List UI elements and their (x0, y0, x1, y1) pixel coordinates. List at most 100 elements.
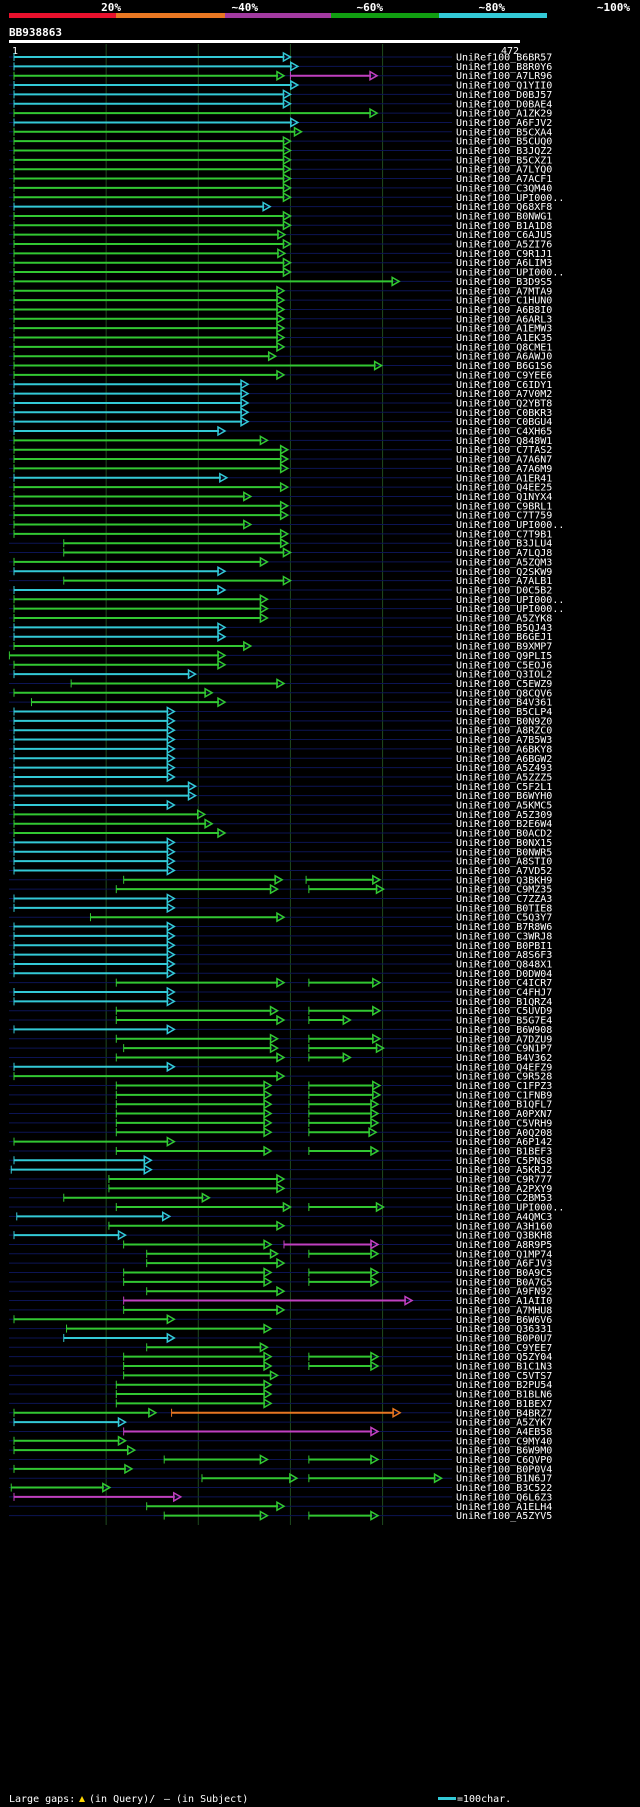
hit-label[interactable]: UniRef100_C0BGU4 (456, 417, 552, 428)
hit-row[interactable]: UniRef100_Q8CQV6 (9, 687, 552, 699)
hit-row[interactable]: UniRef100_B5QJ43 (9, 622, 552, 634)
hit-label[interactable]: UniRef100_D0DW04 (456, 969, 552, 980)
hit-label[interactable]: UniRef100_Q1NYX4 (456, 492, 552, 503)
hit-row[interactable]: UniRef100_B0P0V4 (9, 1463, 552, 1475)
hit-row[interactable]: UniRef100_A9FN92 (9, 1285, 552, 1298)
hit-label[interactable]: UniRef100_B1N6J7 (456, 1474, 552, 1485)
hit-row[interactable]: UniRef100_C9YEE6 (9, 369, 552, 381)
hit-row[interactable]: UniRef100_A6AWJ0 (9, 350, 552, 363)
hit-label[interactable]: UniRef100_B0PBI1 (456, 941, 552, 952)
hit-row[interactable]: UniRef100_B6BR57 (9, 51, 552, 64)
hit-label[interactable]: UniRef100_A0PXN7 (456, 1109, 552, 1120)
hit-row[interactable]: UniRef100_B3JLU4 (9, 537, 552, 550)
hit-row[interactable]: UniRef100_C9N1P7 (9, 1042, 552, 1055)
hit-label[interactable]: UniRef100_A1ER41 (456, 473, 552, 484)
hit-row[interactable]: UniRef100_Q4EE25 (9, 481, 552, 494)
hit-row[interactable]: UniRef100_A7MTA9 (9, 285, 552, 297)
hit-row[interactable]: UniRef100_C9R1J1 (9, 248, 552, 260)
hit-label[interactable]: UniRef100_UPI000.. (456, 193, 564, 204)
hit-label[interactable]: UniRef100_A7ACF1 (456, 174, 552, 185)
hit-label[interactable]: UniRef100_C9MZ35 (456, 885, 552, 896)
hit-row[interactable]: UniRef100_D0BAE4 (9, 98, 552, 110)
hit-row[interactable]: UniRef100_A6BGW2 (9, 752, 552, 765)
hit-row[interactable]: UniRef100_C1FNB9 (9, 1089, 552, 1101)
hit-row[interactable]: UniRef100_B1C1N3 (9, 1360, 552, 1373)
hit-row[interactable]: UniRef100_B0NWR5 (9, 846, 552, 858)
hit-row[interactable]: UniRef100_A8R9P5 (9, 1239, 552, 1251)
hit-label[interactable]: UniRef100_B5CLP4 (456, 707, 552, 718)
hit-label[interactable]: UniRef100_B1QRZ4 (456, 997, 552, 1008)
hit-label[interactable]: UniRef100_A5ZYK7 (456, 1418, 552, 1429)
hit-label[interactable]: UniRef100_A5KRJ2 (456, 1165, 552, 1176)
hit-row[interactable]: UniRef100_B1N6J7 (9, 1472, 552, 1485)
hit-row[interactable]: UniRef100_A5ZZZ5 (9, 771, 552, 783)
hit-row[interactable]: UniRef100_A7MHU8 (9, 1304, 552, 1316)
hit-label[interactable]: UniRef100_A7LR96 (456, 71, 552, 82)
hit-row[interactable]: UniRef100_Q4EFZ9 (9, 1061, 552, 1073)
hit-label[interactable]: UniRef100_A6P142 (456, 1137, 552, 1148)
hit-row[interactable]: UniRef100_B0NWG1 (9, 210, 552, 222)
hit-row[interactable]: UniRef100_D0C5B2 (9, 584, 552, 596)
hit-row[interactable]: UniRef100_C7T759 (9, 509, 552, 522)
hit-row[interactable]: UniRef100_C9R528 (9, 1070, 552, 1083)
hit-row[interactable]: UniRef100_C5VRH9 (9, 1117, 552, 1129)
hit-label[interactable]: UniRef100_A7A6N7 (456, 455, 552, 466)
hit-label[interactable]: UniRef100_B0NWR5 (456, 847, 552, 858)
hit-label[interactable]: UniRef100_C4ICR7 (456, 978, 552, 989)
hit-label[interactable]: UniRef100_C6QVP0 (456, 1455, 552, 1466)
hit-row[interactable]: UniRef100_B6W908 (9, 1024, 552, 1036)
hit-label[interactable]: UniRef100_C0BKR3 (456, 408, 552, 419)
hit-label[interactable]: UniRef100_C4FHJ7 (456, 988, 552, 999)
hit-label[interactable]: UniRef100_C7TAS2 (456, 445, 552, 456)
hit-row[interactable]: UniRef100_UPI000.. (9, 1201, 564, 1214)
hit-row[interactable]: UniRef100_B0N9Z0 (9, 715, 552, 727)
hit-label[interactable]: UniRef100_A3H160 (456, 1221, 552, 1232)
hit-row[interactable]: UniRef100_C1HUN0 (9, 294, 552, 307)
hit-row[interactable]: UniRef100_A1EMW3 (9, 322, 552, 335)
hit-label[interactable]: UniRef100_B5QJ43 (456, 623, 552, 634)
hit-label[interactable]: UniRef100_C9R777 (456, 1175, 552, 1186)
hit-label[interactable]: UniRef100_B4V362 (456, 1053, 552, 1064)
hit-label[interactable]: UniRef100_B3C522 (456, 1483, 552, 1494)
hit-label[interactable]: UniRef100_A7VD52 (456, 866, 552, 877)
hit-label[interactable]: UniRef100_B0NX15 (456, 838, 552, 849)
hit-label[interactable]: UniRef100_Q2SKW9 (456, 567, 552, 578)
hit-label[interactable]: UniRef100_B6W6V6 (456, 1315, 552, 1326)
hit-row[interactable]: UniRef100_UPI000.. (9, 191, 564, 204)
hit-row[interactable]: UniRef100_C7TAS2 (9, 444, 552, 456)
hit-label[interactable]: UniRef100_A4QMC3 (456, 1212, 552, 1223)
hit-row[interactable]: UniRef100_B0ACD2 (9, 827, 552, 840)
hit-label[interactable]: UniRef100_B0NWG1 (456, 211, 552, 222)
hit-row[interactable]: UniRef100_C6QVP0 (9, 1454, 552, 1466)
hit-label[interactable]: UniRef100_B0P0V4 (456, 1464, 552, 1475)
hit-row[interactable]: UniRef100_C4ICR7 (9, 977, 552, 989)
hit-row[interactable]: UniRef100_C5VTS7 (9, 1370, 552, 1382)
hit-row[interactable]: UniRef100_Q1MP74 (9, 1248, 552, 1260)
hit-row[interactable]: UniRef100_UPI000.. (9, 603, 564, 615)
hit-row[interactable]: UniRef100_Q5ZY04 (9, 1351, 552, 1363)
hit-label[interactable]: UniRef100_UPI000.. (456, 595, 564, 606)
hit-label[interactable]: UniRef100_B1C1N3 (456, 1362, 552, 1373)
hit-row[interactable]: UniRef100_B5CXA4 (9, 126, 552, 138)
hit-row[interactable]: UniRef100_A5Z309 (9, 809, 552, 821)
hit-row[interactable]: UniRef100_Q1NYX4 (9, 491, 552, 503)
hit-row[interactable]: UniRef100_B9XMP7 (9, 640, 552, 653)
hit-row[interactable]: UniRef100_A6FJV2 (9, 117, 552, 129)
hit-label[interactable]: UniRef100_B6W9M0 (456, 1446, 552, 1457)
hit-label[interactable]: UniRef100_A8R9P5 (456, 1240, 552, 1251)
hit-row[interactable]: UniRef100_B6GEJ1 (9, 631, 552, 643)
hit-row[interactable]: UniRef100_B2E6W4 (9, 818, 552, 830)
hit-row[interactable]: UniRef100_A5KRJ2 (9, 1164, 552, 1176)
hit-label[interactable]: UniRef100_B6G1S6 (456, 361, 552, 372)
hit-label[interactable]: UniRef100_B4BRZ7 (456, 1408, 552, 1419)
hit-label[interactable]: UniRef100_A8RZC0 (456, 726, 552, 737)
hit-row[interactable]: UniRef100_A7LQJ8 (9, 547, 552, 559)
hit-label[interactable]: UniRef100_A1EK35 (456, 333, 552, 344)
hit-label[interactable]: UniRef100_Q5ZY04 (456, 1352, 552, 1363)
hit-row[interactable]: UniRef100_A4EB58 (9, 1426, 552, 1438)
hit-row[interactable]: UniRef100_A7DZU9 (9, 1033, 552, 1045)
hit-row[interactable]: UniRef100_A7VD52 (9, 865, 552, 877)
hit-row[interactable]: UniRef100_B5G7E4 (9, 1014, 552, 1027)
hit-row[interactable]: UniRef100_B0PBI1 (9, 939, 552, 952)
hit-row[interactable]: UniRef100_A7B5W3 (9, 734, 552, 746)
